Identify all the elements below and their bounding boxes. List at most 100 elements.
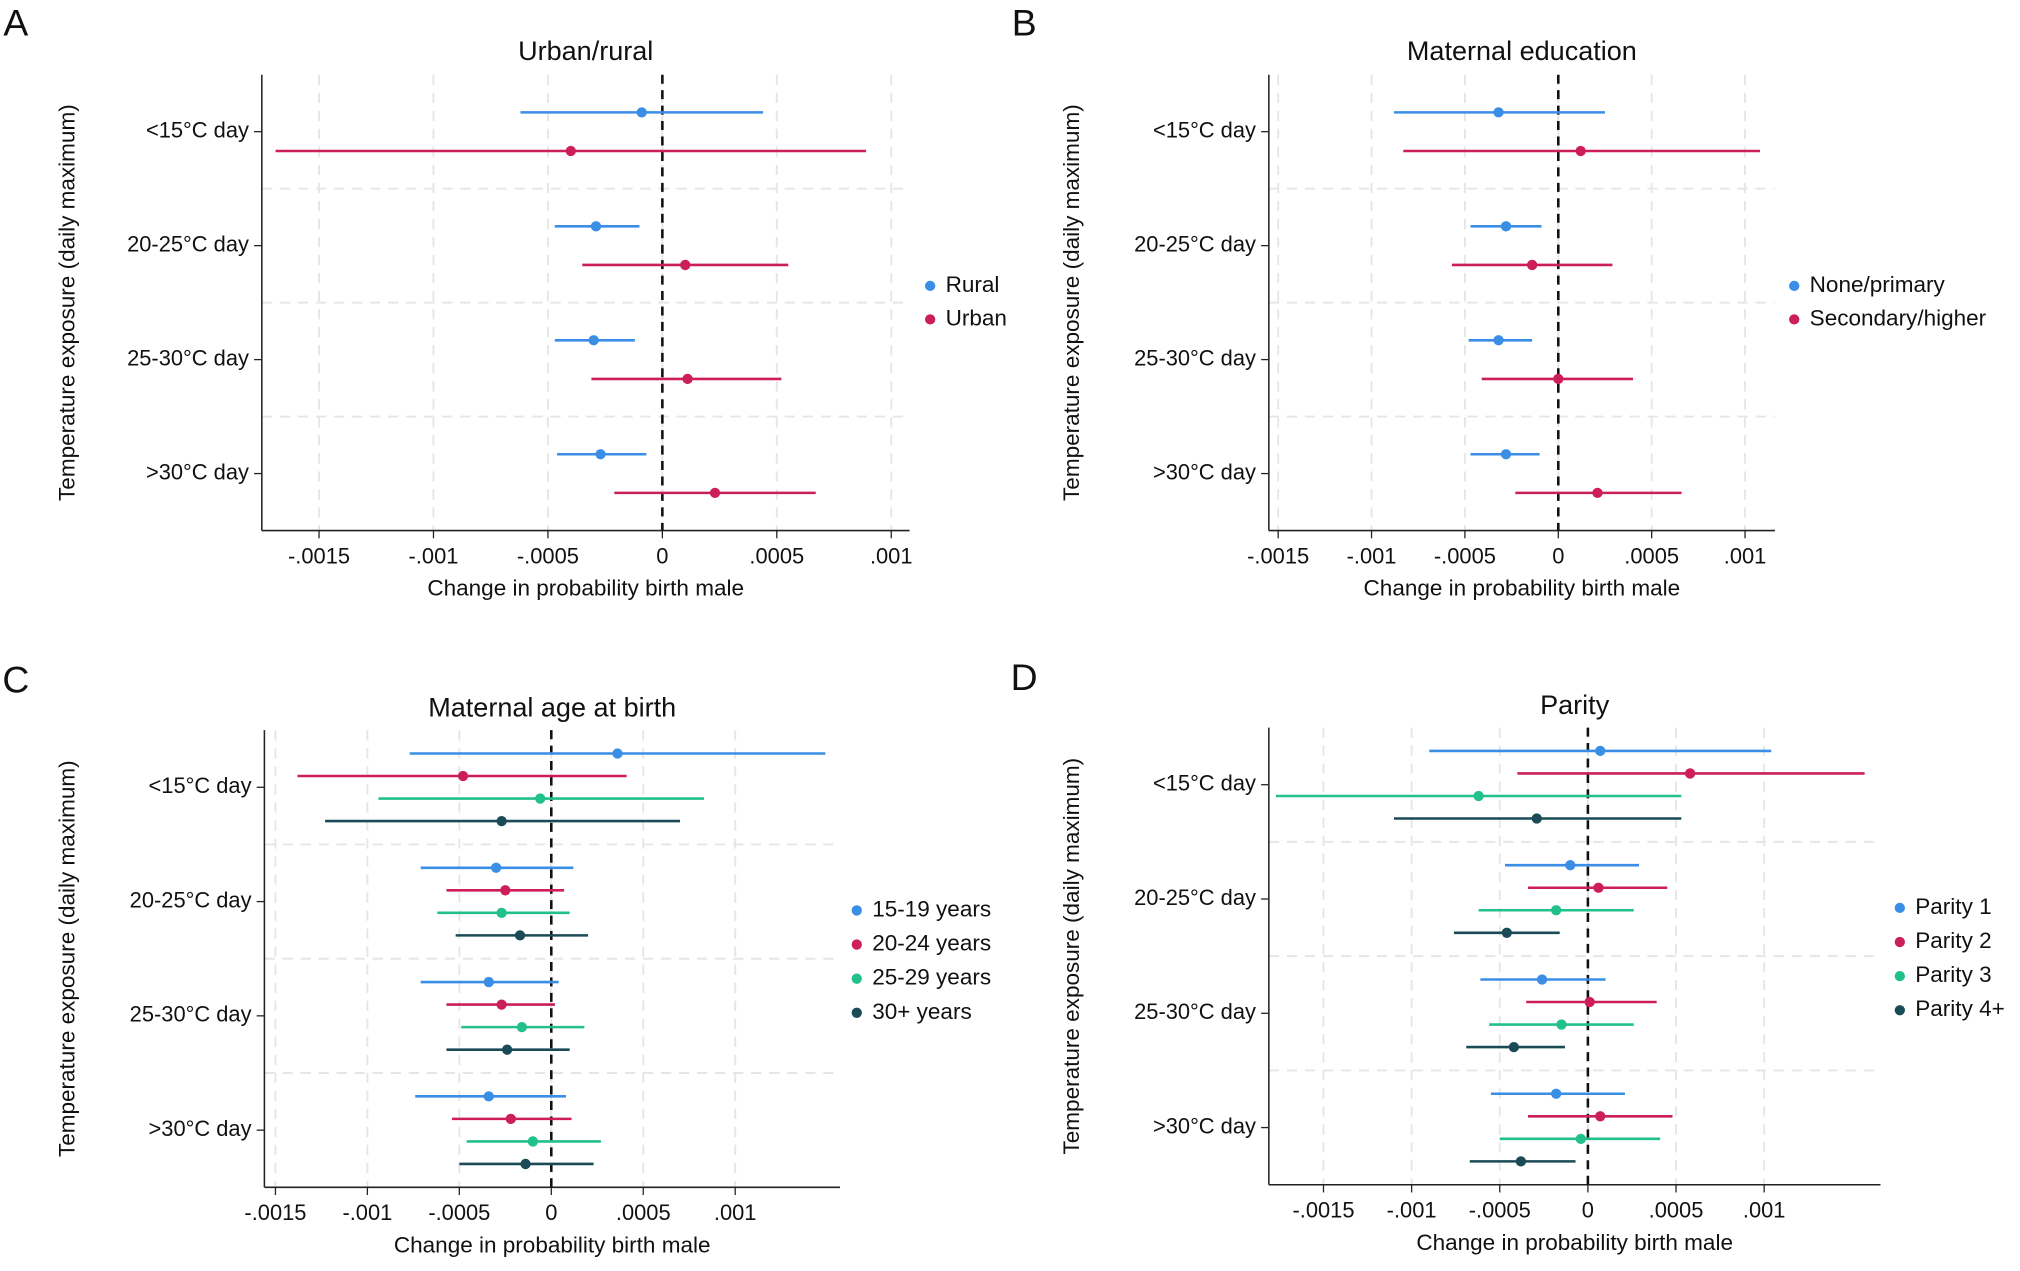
- x-tick-label: .001: [1743, 1198, 1786, 1223]
- legend-label: 20-24 years: [872, 931, 991, 956]
- legend-label: 30+ years: [872, 999, 972, 1024]
- x-axis-label: Change in probability birth male: [1416, 1230, 1733, 1255]
- point-estimate: [1536, 974, 1548, 985]
- point-estimate: [1501, 927, 1512, 938]
- x-tick-label: -.0015: [244, 1200, 306, 1225]
- x-axis-label: Change in probability birth male: [1364, 576, 1681, 601]
- x-tick-label: 0: [545, 1200, 557, 1225]
- y-axis-label: Temperature exposure (daily maximum): [55, 760, 80, 1157]
- point-estimate: [1508, 1041, 1520, 1053]
- point-estimate: [527, 1136, 539, 1147]
- point-estimate: [1592, 487, 1603, 499]
- y-tick-label: 20-25°C day: [1134, 231, 1256, 256]
- y-tick-label: >30°C day: [1153, 1113, 1256, 1138]
- point-estimate: [588, 335, 599, 346]
- legend-label: Parity 1: [1915, 894, 1991, 919]
- y-tick-label: <15°C day: [1153, 117, 1256, 142]
- x-tick-label: -.001: [1347, 543, 1397, 568]
- point-estimate: [1595, 1111, 1606, 1122]
- point-estimate: [496, 907, 507, 918]
- point-estimate: [1684, 768, 1696, 779]
- legend-label: Secondary/higher: [1810, 305, 1987, 330]
- y-tick-label: >30°C day: [1153, 459, 1256, 484]
- point-estimate: [483, 976, 494, 988]
- x-tick-label: -.001: [342, 1200, 392, 1225]
- y-tick-label: 25-30°C day: [127, 345, 249, 370]
- y-tick-label: <15°C day: [1153, 770, 1256, 795]
- point-estimate: [1515, 1156, 1527, 1167]
- point-estimate: [612, 748, 623, 759]
- point-estimate: [496, 999, 507, 1010]
- x-tick-label: .0005: [749, 543, 804, 568]
- panel-title: Maternal education: [1407, 36, 1637, 66]
- y-tick-label: <15°C day: [149, 773, 252, 798]
- point-estimate: [1526, 259, 1538, 271]
- y-axis-label: Temperature exposure (daily maximum): [55, 104, 80, 501]
- legend-label: Parity 4+: [1915, 996, 2004, 1021]
- panel-letter: A: [3, 2, 28, 44]
- panel-title: Parity: [1540, 690, 1610, 720]
- point-estimate: [590, 221, 602, 232]
- x-tick-label: 0: [1582, 1198, 1594, 1223]
- point-estimate: [565, 145, 576, 157]
- legend-label: Urban: [946, 305, 1007, 330]
- point-estimate: [680, 259, 691, 271]
- point-estimate: [516, 1021, 528, 1033]
- x-tick-label: -.0005: [1469, 1198, 1531, 1223]
- legend-marker: [851, 973, 862, 984]
- x-axis-label: Change in probability birth male: [427, 576, 744, 601]
- point-estimate: [1584, 996, 1595, 1008]
- x-tick-label: .0005: [1624, 543, 1679, 568]
- point-estimate: [636, 107, 647, 118]
- legend-label: Parity 3: [1915, 962, 1991, 987]
- point-estimate: [1565, 860, 1576, 871]
- point-estimate: [1551, 1088, 1562, 1099]
- point-estimate: [520, 1158, 531, 1170]
- point-estimate: [682, 373, 693, 385]
- x-tick-label: .0005: [1649, 1198, 1704, 1223]
- panel: C Maternal age at birth -.0015 -.001 -.0005 0…: [2, 658, 991, 1257]
- legend-label: 25-29 years: [872, 965, 991, 990]
- point-estimate: [1473, 790, 1484, 802]
- legend-marker: [1894, 936, 1905, 948]
- point-estimate: [1575, 145, 1586, 157]
- y-axis-label: Temperature exposure (daily maximum): [1059, 758, 1084, 1155]
- legend-marker: [1894, 970, 1905, 982]
- panel-letter: B: [1012, 2, 1037, 44]
- y-tick-label: 20-25°C day: [130, 887, 252, 912]
- x-axis-label: Change in probability birth male: [394, 1232, 711, 1257]
- x-tick-label: -.0015: [1247, 543, 1309, 568]
- legend-marker: [851, 939, 862, 950]
- point-estimate: [1551, 905, 1562, 916]
- x-tick-label: -.0005: [517, 543, 579, 568]
- y-tick-label: 25-30°C day: [1134, 999, 1256, 1024]
- legend-label: 15-19 years: [872, 896, 991, 921]
- point-estimate: [505, 1113, 516, 1125]
- panel-letter: C: [2, 658, 29, 700]
- y-tick-label: 25-30°C day: [130, 1002, 252, 1027]
- point-estimate: [1500, 449, 1512, 460]
- point-estimate: [535, 793, 546, 804]
- point-estimate: [496, 815, 507, 827]
- x-tick-label: -.0005: [428, 1200, 490, 1225]
- x-tick-label: .001: [1724, 543, 1767, 568]
- x-tick-label: -.001: [1387, 1198, 1437, 1223]
- point-estimate: [457, 770, 469, 782]
- legend-marker: [925, 314, 936, 325]
- legend-label: Parity 2: [1915, 928, 1991, 953]
- point-estimate: [1500, 221, 1512, 232]
- point-estimate: [1556, 1019, 1567, 1030]
- panel-title: Urban/rural: [518, 36, 653, 66]
- legend-label: None/primary: [1810, 272, 1946, 297]
- point-estimate: [1493, 107, 1504, 118]
- point-estimate: [1575, 1133, 1586, 1144]
- legend-marker: [851, 1007, 862, 1018]
- legend-marker: [851, 905, 862, 916]
- point-estimate: [1595, 745, 1606, 757]
- panel-letter: D: [1011, 656, 1038, 698]
- x-tick-label: -.001: [409, 543, 459, 568]
- point-estimate: [502, 1044, 513, 1055]
- x-tick-label: .001: [870, 543, 913, 568]
- x-tick-label: -.0005: [1434, 543, 1496, 568]
- point-estimate: [1593, 882, 1604, 893]
